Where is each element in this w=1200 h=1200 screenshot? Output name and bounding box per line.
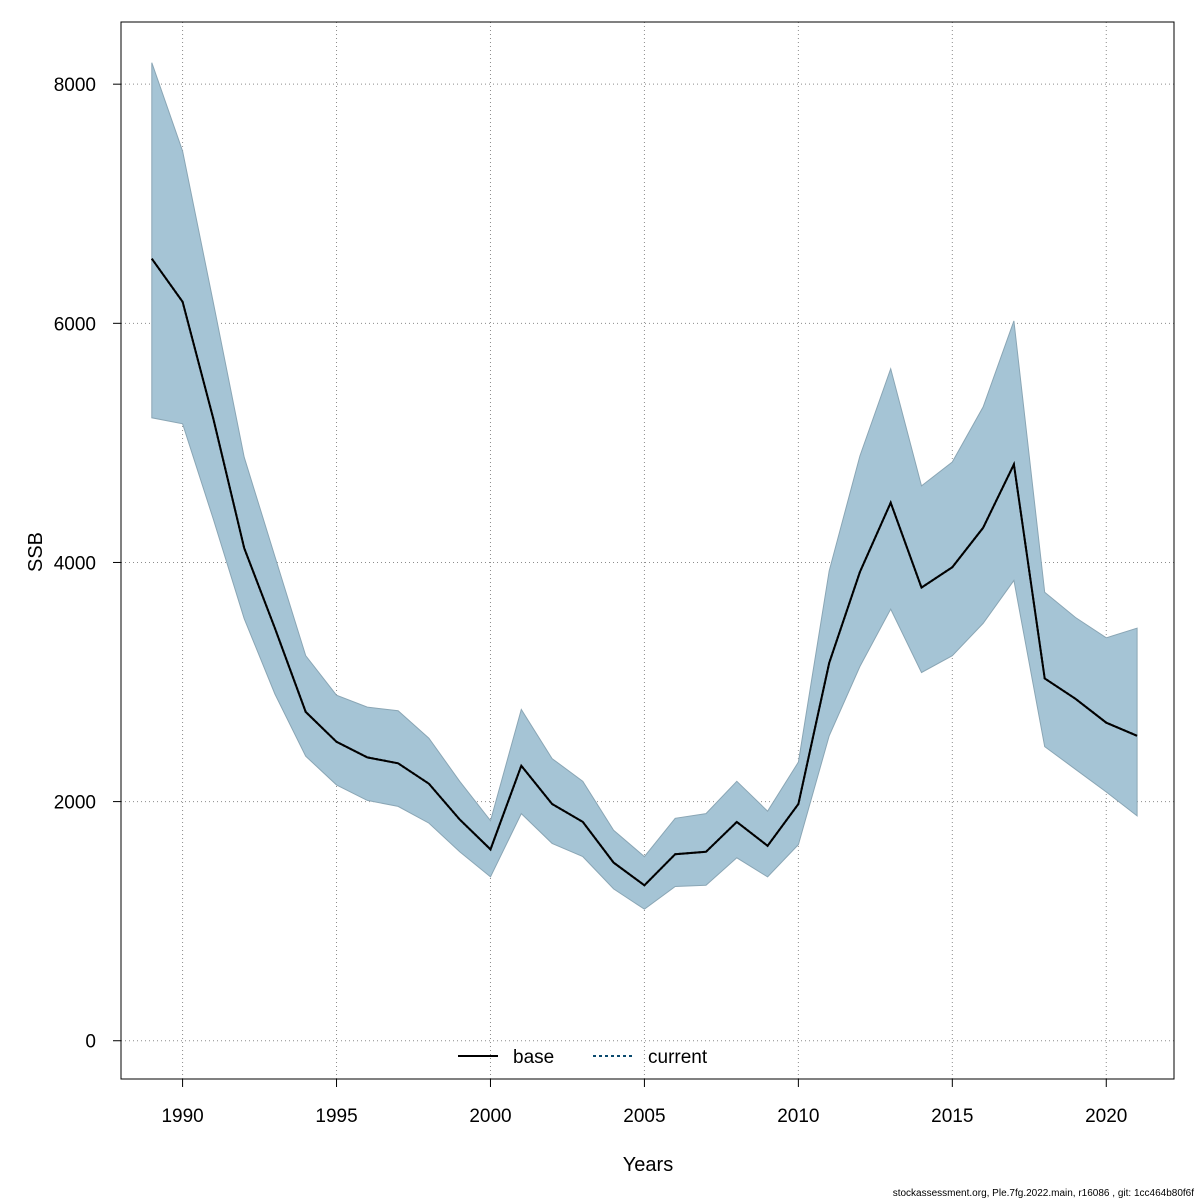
x-tick-label-1995: 1995 (315, 1106, 357, 1127)
series-line-current (150, 258, 1138, 887)
footer-text: stockassessment.org, Ple.7fg.2022.main, … (893, 1188, 1195, 1199)
x-axis-title: Years (623, 1154, 673, 1176)
y-tick-label-6000: 6000 (54, 314, 96, 335)
y-tick-label-4000: 4000 (54, 553, 96, 574)
x-tick-label-2000: 2000 (469, 1106, 511, 1127)
x-tick-label-2010: 2010 (777, 1106, 819, 1127)
confidence-band (151, 62, 1138, 910)
x-tick-label-2005: 2005 (623, 1106, 665, 1127)
y-tick-label-0: 0 (85, 1032, 96, 1053)
x-tick-label-2020: 2020 (1085, 1106, 1127, 1127)
x-axis: 1990 1995 2000 2005 2010 2015 2020 (161, 1078, 1127, 1127)
y-axis: 0 2000 4000 6000 8000 (54, 75, 122, 1053)
series-layer (150, 258, 1138, 887)
x-tick-label-1990: 1990 (161, 1106, 203, 1127)
y-tick-label-2000: 2000 (54, 793, 96, 814)
x-tick-label-2015: 2015 (931, 1106, 973, 1127)
legend: base current (458, 1047, 708, 1068)
legend-label-current: current (648, 1047, 708, 1068)
confidence-band-layer (151, 62, 1138, 910)
legend-label-base: base (513, 1047, 554, 1068)
y-axis-title: SSB (25, 532, 47, 572)
y-tick-label-8000: 8000 (54, 75, 96, 96)
